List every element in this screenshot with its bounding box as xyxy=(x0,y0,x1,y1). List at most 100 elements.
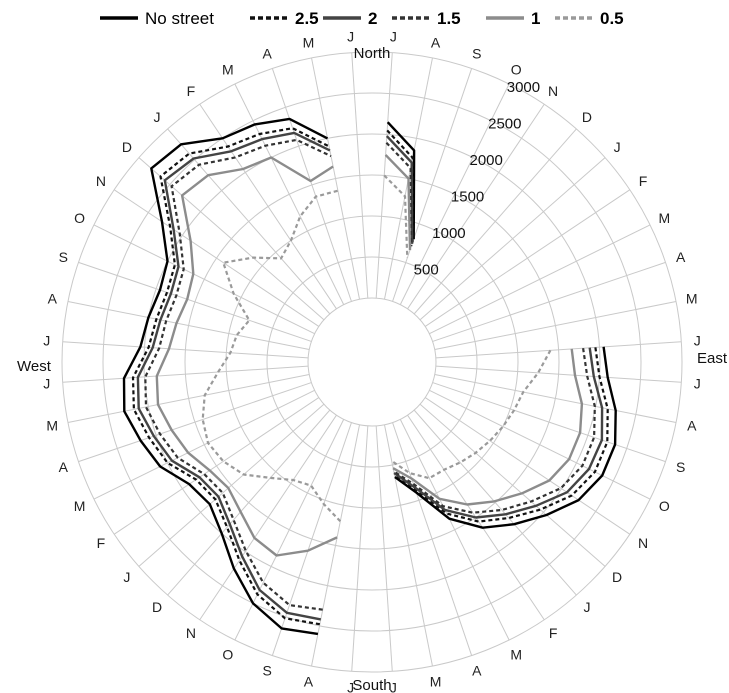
grid-spoke xyxy=(78,261,312,342)
radial-tick-label: 2500 xyxy=(488,115,521,132)
grid-ring xyxy=(102,92,642,632)
grid-spoke xyxy=(199,414,337,621)
grid-spoke xyxy=(351,52,369,299)
direction-label-north: North xyxy=(354,45,391,62)
grid-ring xyxy=(184,174,560,550)
month-label: A xyxy=(472,663,482,679)
legend-item: 1.5 xyxy=(392,9,461,28)
month-label: N xyxy=(186,625,196,641)
month-label: A xyxy=(48,290,58,306)
grid-ring xyxy=(143,133,601,591)
month-label: O xyxy=(659,498,670,514)
legend-label: 1.5 xyxy=(437,9,461,28)
grid-ring xyxy=(266,256,478,468)
month-label: A xyxy=(263,45,273,61)
grid-spoke xyxy=(78,382,312,463)
month-label: J xyxy=(154,109,161,125)
grid-spoke xyxy=(138,403,325,567)
grid-spoke xyxy=(167,409,331,596)
grid-spoke xyxy=(167,128,331,315)
month-label: M xyxy=(659,210,671,226)
radial-tick-label: 500 xyxy=(414,261,439,278)
grid-spoke xyxy=(434,301,677,351)
grid-spoke xyxy=(62,365,309,383)
grid-ring xyxy=(61,51,683,673)
legend-item: 2 xyxy=(323,9,377,28)
month-label: S xyxy=(472,45,481,61)
series-line xyxy=(392,348,584,506)
month-label: A xyxy=(304,674,314,690)
month-label: D xyxy=(122,139,132,155)
grid-spoke xyxy=(234,83,345,305)
series-line xyxy=(386,121,416,240)
month-label: F xyxy=(549,625,558,641)
grid-spoke xyxy=(67,301,310,351)
month-label: D xyxy=(152,599,162,615)
grid-spoke xyxy=(375,425,393,672)
month-label: M xyxy=(222,62,234,78)
legend-label: 2 xyxy=(368,9,377,28)
series-line xyxy=(385,135,414,244)
grid-spoke xyxy=(113,397,320,535)
month-label: N xyxy=(548,83,558,99)
series-line xyxy=(394,346,617,529)
month-label: J xyxy=(694,375,701,391)
series-line xyxy=(131,127,330,626)
grid-spoke xyxy=(271,68,352,302)
month-label: N xyxy=(638,535,648,551)
grid-spoke xyxy=(434,373,677,423)
legend-label: 1 xyxy=(531,9,540,28)
legend-item: No street xyxy=(100,9,214,28)
grid-spoke xyxy=(432,382,666,463)
month-label: A xyxy=(687,418,697,434)
labels-layer: J A S O N D J F M A M J J A S O N D J F M A M J J A S O N D J F M A M J J A S O… xyxy=(17,29,728,693)
month-label: M xyxy=(74,498,86,514)
grid-spoke xyxy=(383,424,433,667)
month-label: M xyxy=(686,290,698,306)
legend-label: No street xyxy=(145,9,214,28)
grid-spoke xyxy=(93,389,315,500)
grid-spoke xyxy=(424,189,631,327)
grid-spoke xyxy=(392,68,473,302)
legend: No street 2.5 2 1.5 1 0.5 xyxy=(100,9,624,28)
month-label: O xyxy=(511,62,522,78)
grid-spoke xyxy=(399,83,510,305)
month-label: S xyxy=(263,663,272,679)
grid-spoke xyxy=(419,157,606,321)
month-label: A xyxy=(431,34,441,50)
legend-label: 0.5 xyxy=(600,9,624,28)
month-label: M xyxy=(303,34,315,50)
month-label: M xyxy=(430,674,442,690)
month-label: F xyxy=(639,173,648,189)
legend-item: 2.5 xyxy=(250,9,319,28)
grid-spoke xyxy=(429,224,651,335)
series-line xyxy=(393,347,609,523)
radial-tick-label: 1000 xyxy=(432,225,465,242)
legend-label: 2.5 xyxy=(295,9,319,28)
grid-spoke xyxy=(432,261,666,342)
radial-tick-label: 3000 xyxy=(507,79,540,96)
radial-grid xyxy=(61,51,683,673)
grid-ring xyxy=(307,297,437,427)
grid-spoke xyxy=(93,224,315,335)
grid-spoke xyxy=(199,103,337,310)
series-line xyxy=(122,117,329,636)
grid-spoke xyxy=(435,341,682,359)
month-label: M xyxy=(510,646,522,662)
legend-item: 1 xyxy=(486,9,540,28)
series-line xyxy=(383,174,409,258)
grid-spoke xyxy=(67,373,310,423)
month-label: J xyxy=(43,333,50,349)
month-label: J xyxy=(43,375,50,391)
series-line xyxy=(201,189,342,523)
grid-spoke xyxy=(429,389,651,500)
series-line xyxy=(393,348,596,514)
month-label: M xyxy=(46,418,58,434)
radial-tick-label: 2000 xyxy=(470,152,503,169)
grid-spoke xyxy=(311,424,361,667)
month-label: J xyxy=(123,569,130,585)
grid-spoke xyxy=(351,425,369,672)
direction-label-east: East xyxy=(697,350,728,367)
month-label: A xyxy=(676,249,686,265)
month-label: J xyxy=(390,679,397,693)
